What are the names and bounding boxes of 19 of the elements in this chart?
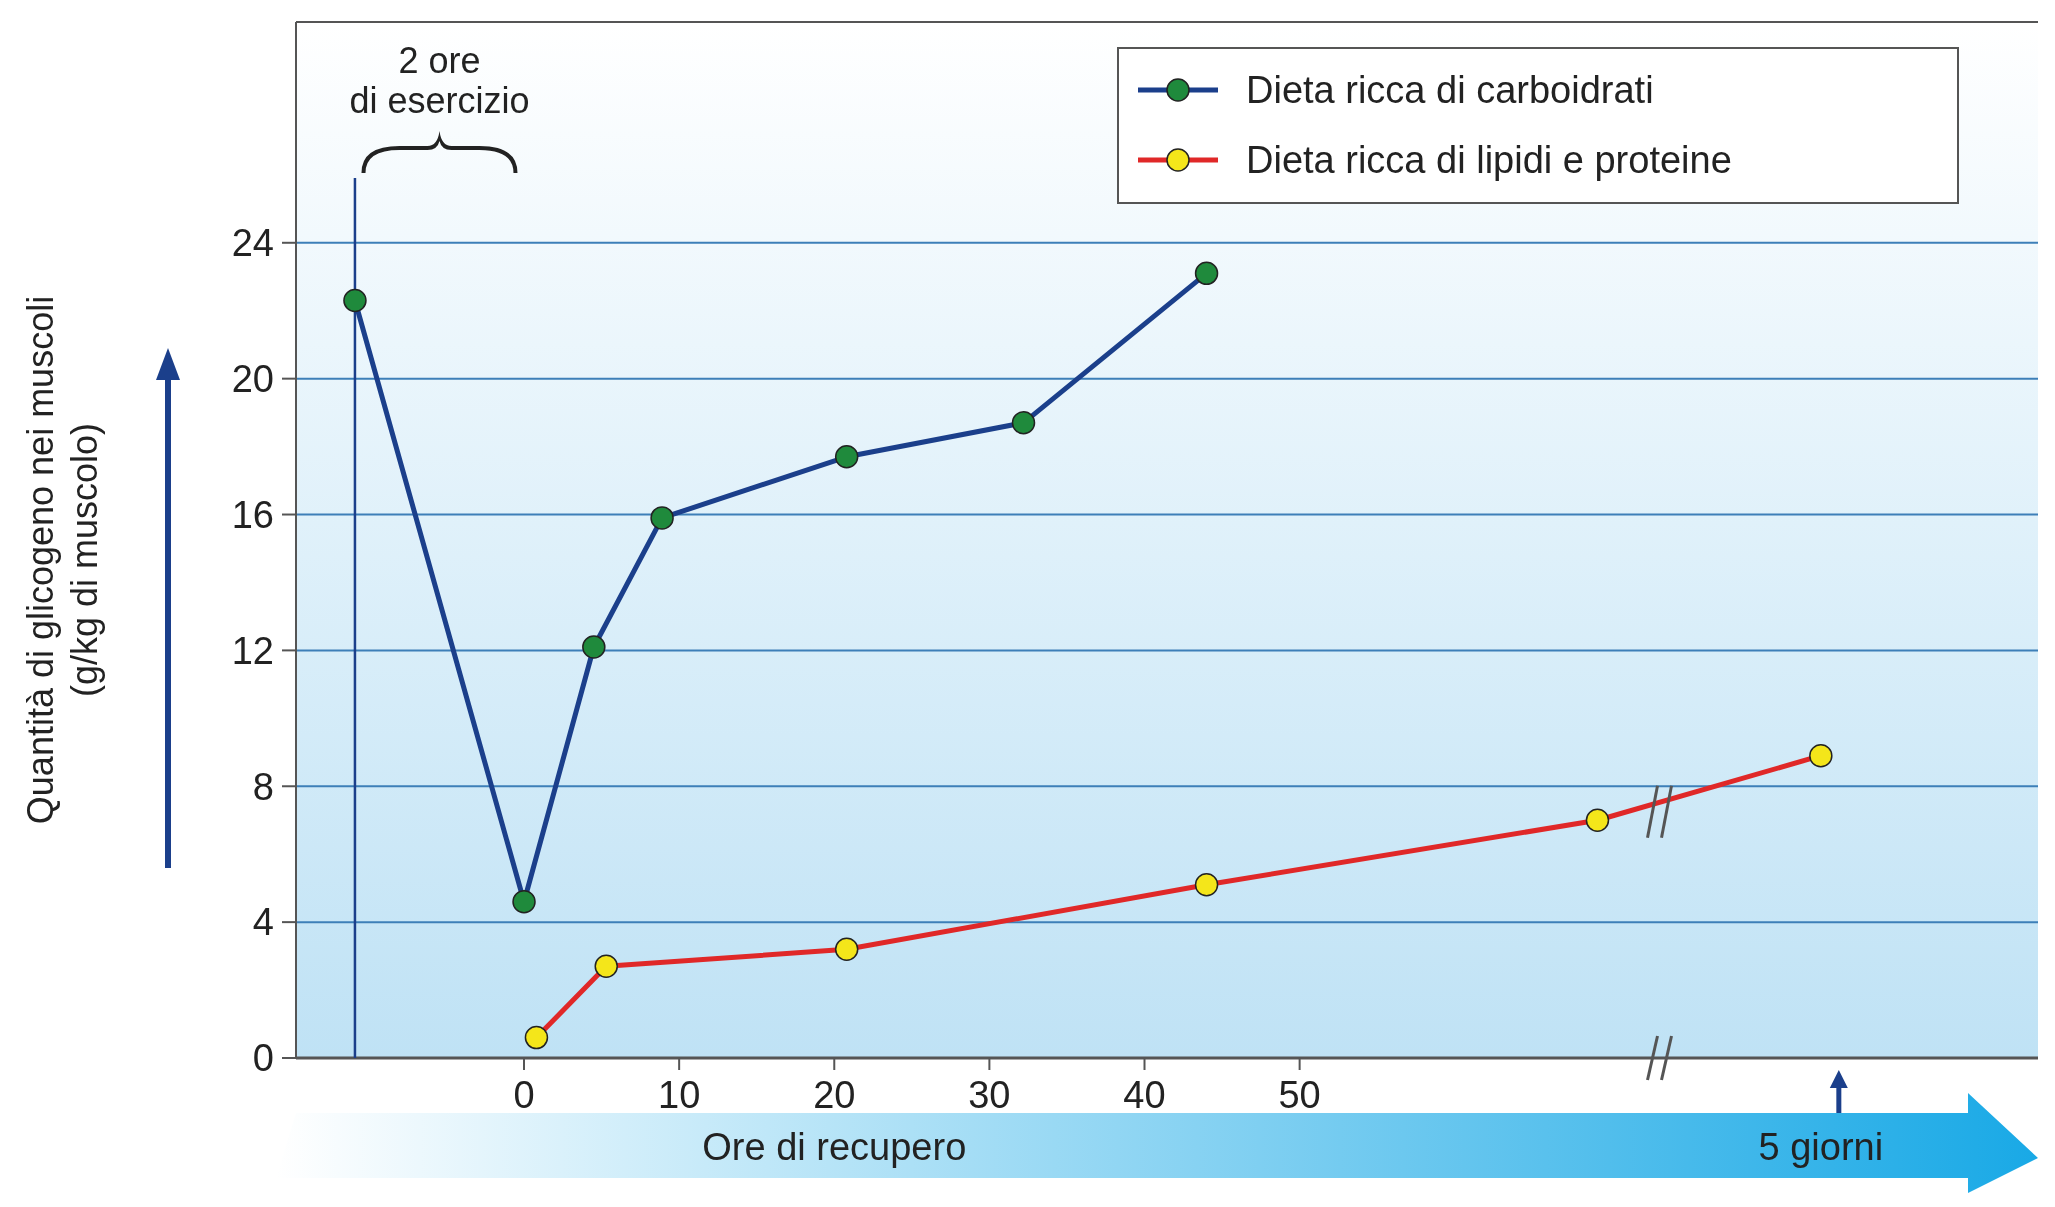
x-tick-label: 30 bbox=[968, 1074, 1011, 1116]
y-tick-label: 8 bbox=[252, 765, 274, 808]
y-tick-label: 20 bbox=[231, 357, 274, 400]
x-axis-title: Ore di recupero bbox=[702, 1126, 967, 1168]
y-tick-label: 24 bbox=[231, 222, 274, 265]
y-tick-label: 12 bbox=[231, 629, 274, 672]
legend-label: Dieta ricca di lipidi e proteine bbox=[1246, 139, 1732, 182]
legend-label: Dieta ricca di carboidrati bbox=[1246, 69, 1654, 112]
y-tick-label: 16 bbox=[231, 493, 274, 536]
x-tick-label: 40 bbox=[1123, 1074, 1166, 1116]
y-tick-label: 4 bbox=[252, 901, 274, 944]
x-tick-label: 50 bbox=[1278, 1074, 1321, 1116]
x-tick-label: 0 bbox=[513, 1074, 535, 1116]
y-tick-label: 0 bbox=[252, 1037, 274, 1080]
y-axis-title: Quantità di glicogeno nei muscoli (g/kg di muscolo) bbox=[20, 295, 105, 825]
annotation: 2 ore di esercizio bbox=[349, 39, 530, 121]
text: 5 giorni bbox=[1758, 1126, 1884, 1168]
x-tick-label: 10 bbox=[658, 1074, 701, 1116]
x-tick-label: 20 bbox=[813, 1074, 856, 1116]
